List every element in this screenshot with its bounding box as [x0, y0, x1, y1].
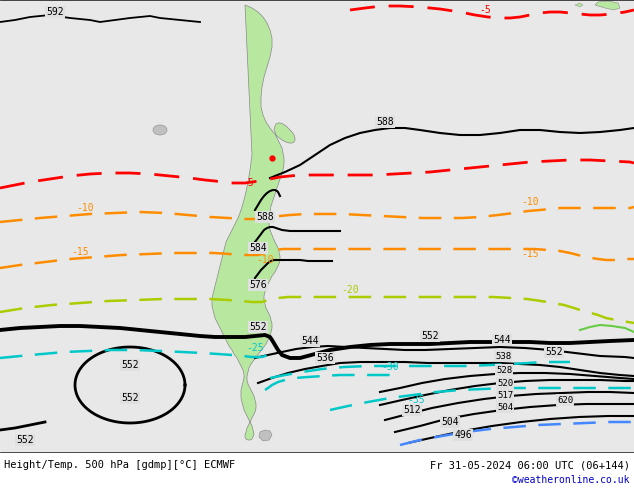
Text: 592: 592 — [46, 7, 64, 17]
Polygon shape — [212, 5, 295, 440]
Text: 552: 552 — [121, 360, 139, 370]
Text: -30: -30 — [381, 362, 399, 372]
Text: -35: -35 — [407, 395, 425, 405]
Text: -5: -5 — [242, 178, 254, 188]
Text: -15: -15 — [521, 249, 539, 259]
Ellipse shape — [153, 125, 167, 135]
Text: 512: 512 — [403, 405, 421, 415]
Text: 552: 552 — [16, 435, 34, 445]
Text: 552: 552 — [249, 322, 267, 332]
Text: 552: 552 — [121, 393, 139, 403]
Text: 544: 544 — [301, 336, 319, 346]
Polygon shape — [595, 1, 620, 10]
Text: 588: 588 — [256, 212, 274, 222]
Text: 576: 576 — [249, 280, 267, 290]
Bar — [0, 452, 634, 490]
Text: 520: 520 — [497, 378, 513, 388]
Text: 588: 588 — [376, 117, 394, 127]
Text: ©weatheronline.co.uk: ©weatheronline.co.uk — [512, 475, 630, 485]
Text: 496: 496 — [454, 430, 472, 440]
Text: Height/Temp. 500 hPa [gdmp][°C] ECMWF: Height/Temp. 500 hPa [gdmp][°C] ECMWF — [4, 460, 235, 470]
Polygon shape — [259, 430, 272, 441]
Text: Fr 31-05-2024 06:00 UTC (06+144): Fr 31-05-2024 06:00 UTC (06+144) — [430, 460, 630, 470]
Text: 620: 620 — [557, 395, 573, 405]
Polygon shape — [575, 3, 583, 7]
Text: 504: 504 — [441, 417, 459, 427]
Text: -10: -10 — [521, 197, 539, 207]
Text: 528: 528 — [496, 366, 512, 374]
Text: -20: -20 — [341, 285, 359, 295]
Text: -10: -10 — [256, 255, 274, 265]
Text: 538: 538 — [495, 351, 511, 361]
Text: 536: 536 — [316, 353, 334, 363]
Text: 504: 504 — [497, 402, 513, 412]
Text: 544: 544 — [493, 335, 511, 345]
Text: -15: -15 — [71, 247, 89, 257]
Text: -5: -5 — [479, 5, 491, 15]
Text: 584: 584 — [249, 243, 267, 253]
Text: 552: 552 — [421, 331, 439, 341]
Text: -25: -25 — [246, 343, 264, 353]
Text: 552: 552 — [545, 347, 563, 357]
Text: -10: -10 — [76, 203, 94, 213]
Text: 517: 517 — [497, 391, 513, 399]
